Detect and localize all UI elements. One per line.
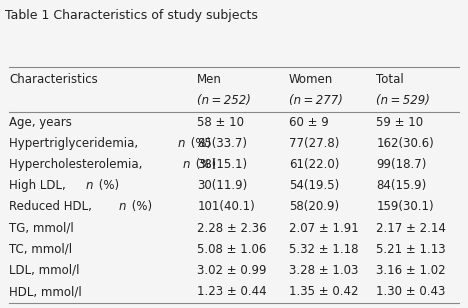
Text: TC, mmol/l: TC, mmol/l [9, 243, 73, 256]
Text: (%): (%) [128, 201, 153, 213]
Text: 30(11.9): 30(11.9) [197, 179, 248, 192]
Text: 1.23 ± 0.44: 1.23 ± 0.44 [197, 285, 267, 298]
Text: Men: Men [197, 73, 222, 86]
Text: 77(27.8): 77(27.8) [289, 137, 339, 150]
Text: 5.32 ± 1.18: 5.32 ± 1.18 [289, 243, 358, 256]
Text: 2.07 ± 1.91: 2.07 ± 1.91 [289, 221, 359, 235]
Text: 60 ± 9: 60 ± 9 [289, 116, 329, 129]
Text: (n = 277): (n = 277) [289, 95, 343, 107]
Text: 1.30 ± 0.43: 1.30 ± 0.43 [376, 285, 446, 298]
Text: 3.28 ± 1.03: 3.28 ± 1.03 [289, 264, 358, 277]
Text: 59 ± 10: 59 ± 10 [376, 116, 423, 129]
Text: n: n [119, 201, 126, 213]
Text: (n = 529): (n = 529) [376, 95, 430, 107]
Text: (%): (%) [187, 137, 211, 150]
Text: 5.21 ± 1.13: 5.21 ± 1.13 [376, 243, 446, 256]
Text: 2.28 ± 2.36: 2.28 ± 2.36 [197, 221, 267, 235]
Text: LDL, mmol/l: LDL, mmol/l [9, 264, 80, 277]
Text: n: n [183, 158, 190, 171]
Text: 85(33.7): 85(33.7) [197, 137, 247, 150]
Text: (n = 252): (n = 252) [197, 95, 251, 107]
Text: 3.02 ± 0.99: 3.02 ± 0.99 [197, 264, 267, 277]
Text: Hypertriglyceridemia,: Hypertriglyceridemia, [9, 137, 142, 150]
Text: (%): (%) [192, 158, 216, 171]
Text: 2.17 ± 2.14: 2.17 ± 2.14 [376, 221, 446, 235]
Text: Characteristics: Characteristics [9, 73, 98, 86]
Text: 162(30.6): 162(30.6) [376, 137, 434, 150]
Text: 38(15.1): 38(15.1) [197, 158, 248, 171]
Text: 1.35 ± 0.42: 1.35 ± 0.42 [289, 285, 358, 298]
Text: n: n [177, 137, 185, 150]
Text: 101(40.1): 101(40.1) [197, 201, 255, 213]
Text: 84(15.9): 84(15.9) [376, 179, 426, 192]
Text: Hypercholesterolemia,: Hypercholesterolemia, [9, 158, 146, 171]
Text: Reduced HDL,: Reduced HDL, [9, 201, 96, 213]
Text: 99(18.7): 99(18.7) [376, 158, 426, 171]
Text: 58(20.9): 58(20.9) [289, 201, 339, 213]
Text: n: n [86, 179, 93, 192]
Text: 5.08 ± 1.06: 5.08 ± 1.06 [197, 243, 267, 256]
Text: HDL, mmol/l: HDL, mmol/l [9, 285, 82, 298]
Text: High LDL,: High LDL, [9, 179, 70, 192]
Text: 61(22.0): 61(22.0) [289, 158, 339, 171]
Text: 54(19.5): 54(19.5) [289, 179, 339, 192]
Text: Table 1 Characteristics of study subjects: Table 1 Characteristics of study subject… [5, 9, 257, 22]
Text: TG, mmol/l: TG, mmol/l [9, 221, 74, 235]
Text: Women: Women [289, 73, 333, 86]
Text: 159(30.1): 159(30.1) [376, 201, 434, 213]
Text: Total: Total [376, 73, 404, 86]
Text: 3.16 ± 1.02: 3.16 ± 1.02 [376, 264, 446, 277]
Text: Age, years: Age, years [9, 116, 72, 129]
Text: (%): (%) [95, 179, 119, 192]
Text: 58 ± 10: 58 ± 10 [197, 116, 244, 129]
